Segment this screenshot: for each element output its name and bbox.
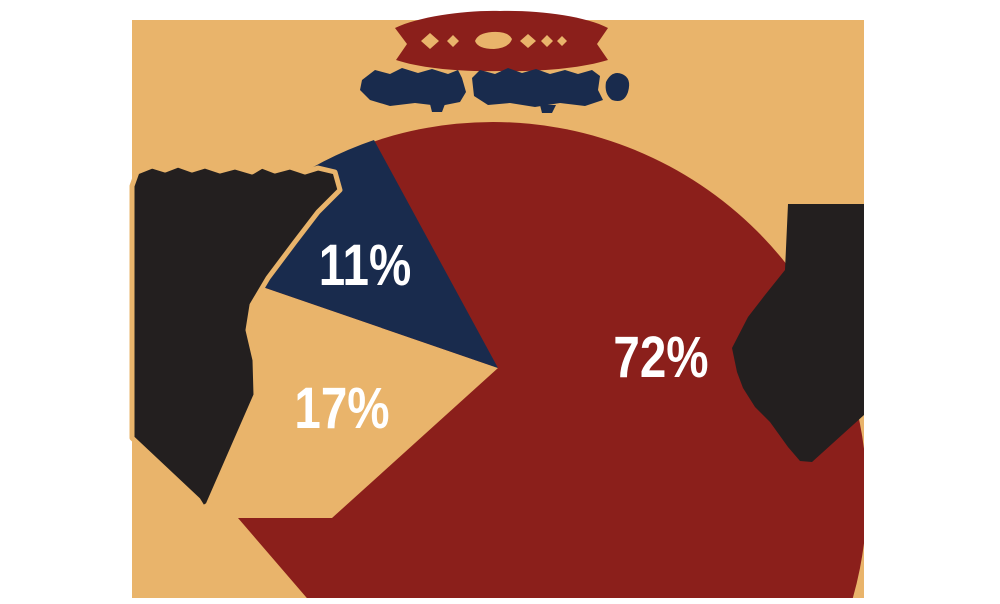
label-17-percent: 17%	[294, 377, 389, 442]
title-blob-line1	[395, 10, 608, 72]
label-11-percent: 11%	[319, 234, 412, 299]
label-72-percent: 72%	[613, 326, 708, 391]
title-blob-line2	[360, 68, 630, 113]
callout-blob-right	[732, 204, 864, 462]
callout-blob-left	[129, 162, 343, 511]
